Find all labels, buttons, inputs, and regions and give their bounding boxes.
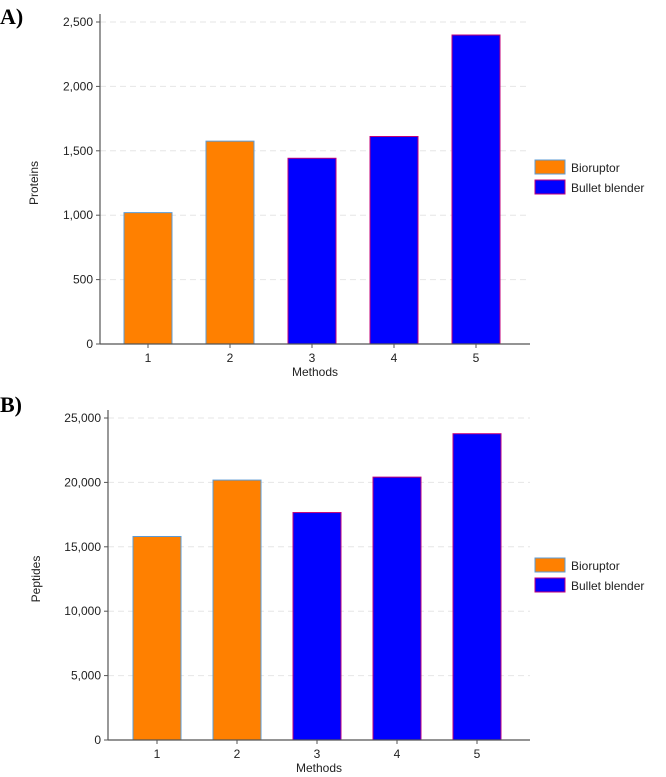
x-tick-label: 2	[234, 747, 241, 761]
y-axis-label: Peptides	[29, 556, 43, 603]
x-tick-label: 5	[473, 351, 480, 365]
panel-label: A)	[0, 4, 23, 29]
x-axis-label: Methods	[296, 761, 342, 775]
bar	[369, 136, 419, 345]
x-tick-label: 2	[227, 351, 234, 365]
bar	[372, 476, 422, 741]
bar	[451, 34, 501, 345]
bar	[452, 433, 502, 741]
x-tick-label: 4	[391, 351, 398, 365]
bar	[205, 140, 255, 345]
bar	[292, 512, 342, 741]
x-tick-label: 5	[474, 747, 481, 761]
y-tick-label: 0	[94, 733, 101, 747]
legend-label: Bullet blender	[571, 579, 644, 593]
y-tick-label: 5,000	[71, 669, 101, 683]
legend: Bioruptor Bullet blender	[534, 159, 644, 195]
legend-label: Bullet blender	[571, 181, 644, 195]
y-tick-label: 15,000	[64, 540, 101, 554]
legend-swatch	[534, 159, 566, 175]
y-tick-label: 10,000	[64, 604, 101, 618]
x-axis-label: Methods	[292, 365, 338, 379]
y-tick-label: 20,000	[64, 475, 101, 489]
y-tick-label: 2,000	[63, 79, 93, 93]
y-tick-label: 0	[86, 337, 93, 351]
x-tick-label: 1	[145, 351, 152, 365]
bar	[123, 212, 173, 345]
bar	[287, 157, 337, 345]
y-tick-label: 1,500	[63, 144, 93, 158]
y-axis-label: Proteins	[27, 161, 41, 205]
chart-b: B) 0 5,000 10,000 15,000 20,000 25,000 1 2 3 4 5 Met…	[0, 392, 644, 775]
y-tick-label: 500	[73, 273, 93, 287]
x-tick-label: 1	[154, 747, 161, 761]
x-tick-label: 4	[394, 747, 401, 761]
y-tick-label: 25,000	[64, 411, 101, 425]
legend: Bioruptor Bullet blender	[534, 557, 644, 593]
bar	[212, 479, 262, 741]
legend-label: Bioruptor	[571, 161, 620, 175]
panel-label: B)	[0, 392, 22, 417]
legend-swatch	[534, 179, 566, 195]
bar	[132, 535, 182, 741]
legend-label: Bioruptor	[571, 559, 620, 573]
legend-swatch	[534, 557, 566, 573]
y-tick-label: 2,500	[63, 15, 93, 29]
chart-a: A) 0 500 1,000 1,500 2,000 2,500 1 2 3 4 5 Methods Pr…	[0, 4, 644, 379]
legend-swatch	[534, 577, 566, 593]
y-tick-label: 1,000	[63, 208, 93, 222]
x-tick-label: 3	[314, 747, 321, 761]
x-tick-label: 3	[309, 351, 316, 365]
